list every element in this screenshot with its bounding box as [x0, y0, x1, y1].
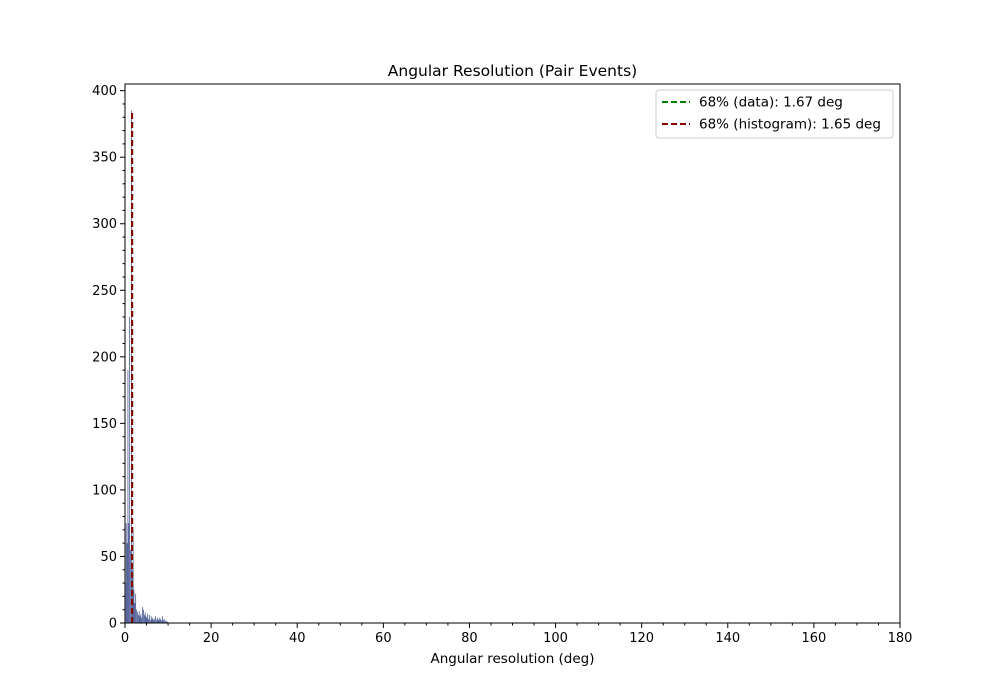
histogram-bar [127, 370, 129, 623]
y-tick-label: 100 [92, 483, 117, 498]
histogram-bar [162, 616, 163, 623]
histogram-bar [125, 523, 127, 623]
histogram-bar [131, 569, 133, 623]
x-tick-label: 60 [375, 631, 392, 646]
histogram-bar [158, 620, 160, 623]
histogram-bar [133, 589, 135, 623]
histogram-bar [143, 615, 145, 623]
histogram-bar [160, 619, 162, 623]
y-tick-label: 350 [92, 151, 117, 166]
x-tick-label: 120 [629, 631, 654, 646]
histogram-bar [153, 620, 155, 623]
histogram-bar [126, 543, 128, 623]
histogram-bar [149, 620, 151, 623]
y-tick-label: 50 [100, 550, 117, 565]
histogram-bar [141, 617, 143, 623]
x-tick-label: 80 [461, 631, 478, 646]
histogram-bar [163, 619, 165, 623]
chart-title: Angular Resolution (Pair Events) [388, 62, 637, 80]
legend-label: 68% (data): 1.67 deg [699, 95, 843, 111]
x-tick-label: 180 [888, 631, 913, 646]
y-tick-label: 0 [109, 617, 117, 632]
legend-label: 68% (histogram): 1.65 deg [699, 117, 881, 133]
histogram-bar [155, 616, 156, 623]
histogram-bar [166, 621, 168, 623]
y-tick-label: 200 [92, 350, 117, 365]
histogram-bar [139, 616, 141, 623]
histogram-bar [144, 612, 146, 623]
histogram-bar [140, 613, 142, 623]
x-tick-label: 20 [203, 631, 220, 646]
x-tick-label: 40 [289, 631, 306, 646]
y-tick-label: 250 [92, 284, 117, 299]
histogram-bar [148, 619, 149, 623]
x-axis: 0 20 40 60 80 100 120 140 160 180 [121, 623, 913, 646]
y-tick-label: 400 [92, 84, 117, 99]
x-axis-label: Angular resolution (deg) [430, 651, 594, 667]
y-tick-label: 300 [92, 217, 117, 232]
histogram-bar [134, 603, 136, 623]
histogram-bar [167, 621, 168, 623]
histogram-bar [165, 620, 167, 623]
histogram-bar [145, 616, 147, 623]
histogram-bar [137, 612, 138, 623]
histogram-bar [152, 617, 154, 623]
legend: 68% (data): 1.67 deg 68% (histogram): 1.6… [655, 89, 894, 139]
histogram-bar [150, 616, 152, 623]
histogram-bar [135, 593, 137, 623]
histogram-bar [161, 620, 162, 623]
histogram-bar [137, 615, 139, 623]
histogram-bar [146, 617, 148, 623]
histogram-bar [151, 619, 153, 623]
histogram-bar [157, 619, 159, 623]
x-tick-label: 160 [801, 631, 826, 646]
y-tick-label: 150 [92, 417, 117, 432]
histogram-bar [156, 617, 158, 623]
y-axis: 0 50 100 150 200 250 300 350 400 [92, 84, 125, 632]
histogram-bar [154, 619, 155, 623]
histogram-bar [142, 607, 143, 623]
histogram-bar [130, 549, 131, 623]
histogram-bar [149, 615, 150, 623]
histogram-bar [159, 617, 161, 623]
histogram-bar [164, 621, 166, 623]
x-tick-label: 100 [543, 631, 568, 646]
x-tick-label: 140 [715, 631, 740, 646]
histogram-bar [156, 620, 157, 623]
histogram-bar [147, 613, 149, 623]
legend-box [655, 89, 894, 139]
x-tick-label: 0 [121, 631, 129, 646]
plot-frame [124, 83, 901, 624]
histogram-bar [143, 609, 144, 623]
histogram-bar [128, 523, 130, 623]
histogram-bar [129, 316, 131, 623]
histogram-bar [162, 620, 164, 623]
histogram-bar [138, 611, 140, 623]
histogram-bar [136, 609, 137, 623]
